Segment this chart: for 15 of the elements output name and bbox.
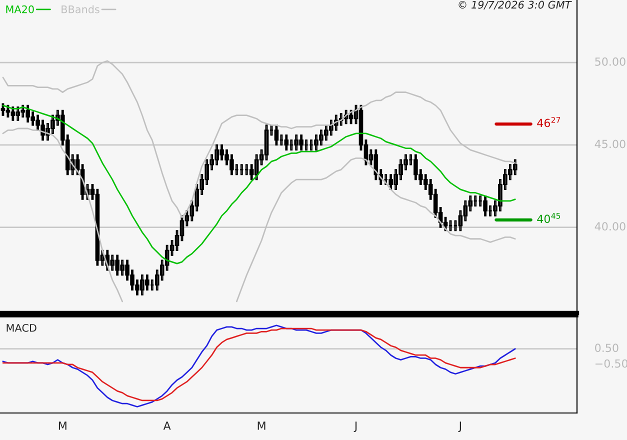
y-tick-label: 45.00 xyxy=(594,140,626,148)
y-tick-label: 50.00 xyxy=(595,57,626,66)
y-tick-label: 0.50 xyxy=(595,344,618,352)
legend-label: MA20 xyxy=(6,5,34,14)
ref-line-label: 40$^{45}$ xyxy=(537,212,560,224)
annotation: © 19/7/2026 3:0 GMT xyxy=(458,0,572,10)
x-tick-label: A xyxy=(163,422,171,430)
x-tick-label: J xyxy=(458,422,461,432)
x-tick-label: M xyxy=(58,422,66,430)
text: MACD xyxy=(6,324,36,332)
y-tick-label: 40.00 xyxy=(594,222,626,231)
ref-line-label: 46$^{27}$ xyxy=(537,117,560,128)
x-tick-label: J xyxy=(354,422,357,432)
line-series xyxy=(2,104,516,264)
x-tick-label: M xyxy=(258,422,266,430)
